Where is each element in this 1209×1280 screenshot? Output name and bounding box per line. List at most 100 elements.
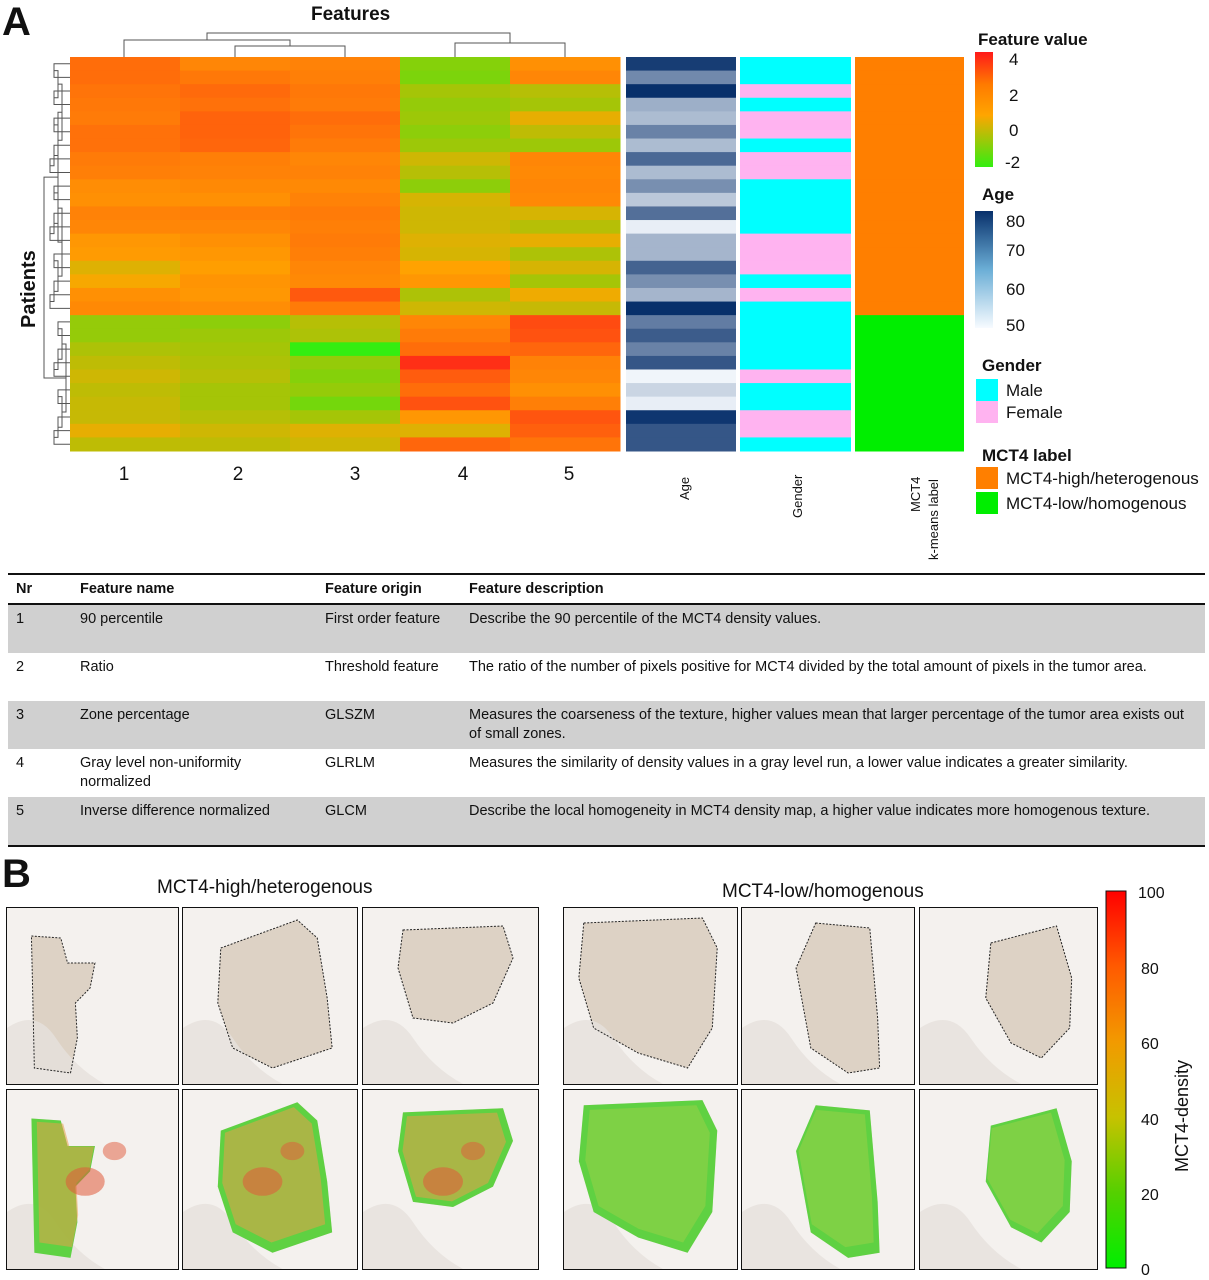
heatmap-cell (510, 84, 621, 99)
heatmap-cell (290, 233, 401, 248)
heatmap-cell (290, 192, 401, 207)
heatmap-cell (290, 97, 401, 112)
gender-legend-title: Gender (982, 356, 1042, 375)
heatmap-cell (510, 355, 621, 370)
heatmap-cell (180, 383, 291, 398)
age-cell (626, 274, 736, 289)
tissue-section-high-3 (362, 907, 539, 1085)
age-annotation-column (626, 57, 736, 452)
heatmap-cell (70, 70, 181, 85)
feature-value-tick: -2 (1005, 153, 1021, 172)
heatmap-cell (510, 70, 621, 85)
row-nr: 4 (16, 755, 25, 771)
gender-cell (740, 396, 851, 411)
heatmap-cell (290, 206, 401, 221)
heatmap-cell (400, 70, 511, 85)
density-map-low-3 (919, 1089, 1098, 1270)
gender-cell (740, 301, 851, 316)
heatmap-cell (290, 287, 401, 303)
table-row: 2 Ratio Threshold feature The ratio of t… (8, 653, 1205, 701)
gender-cell (740, 138, 851, 153)
age-cell (626, 287, 736, 303)
heatmap-cell (70, 233, 181, 248)
heatmap-cell (70, 315, 181, 330)
gender-column-label: Gender (790, 474, 805, 518)
density-map-high-1 (6, 1089, 179, 1270)
heatmap-cell (400, 165, 511, 180)
gender-cell (740, 124, 851, 140)
heatmap-cell (70, 396, 181, 411)
heatmap-cell (510, 437, 621, 452)
heatmap-cell (510, 328, 621, 343)
gender-cell (740, 233, 851, 248)
heatmap-cell (70, 192, 181, 207)
heatmap-cell (290, 84, 401, 99)
heatmap-cell (180, 97, 291, 112)
heatmap-cell (510, 124, 621, 140)
heatmap-cell (70, 152, 181, 167)
heatmap-cell (400, 192, 511, 207)
age-cell (626, 301, 736, 316)
age-cell (626, 220, 736, 235)
heatmap-cell (180, 124, 291, 140)
table-row: 5 Inverse difference normalized GLCM Des… (8, 797, 1205, 847)
density-tick: 80 (1141, 961, 1159, 978)
high-group-title: MCT4-high/heterogenous (157, 877, 373, 898)
mct4-cell (855, 410, 964, 425)
age-cell (626, 396, 736, 411)
gender-cell (740, 437, 851, 452)
mct4-cell (855, 423, 964, 438)
female-swatch (976, 401, 998, 423)
heatmap-cell (290, 220, 401, 235)
age-cell (626, 260, 736, 275)
heatmap-cell (70, 437, 181, 452)
feature-col-label: 3 (349, 464, 361, 485)
heatmap-cell (180, 369, 291, 384)
panel-b-letter: B (2, 852, 31, 896)
gender-cell (740, 328, 851, 343)
age-cell (626, 383, 736, 398)
heatmap-cell (70, 97, 181, 112)
mct4-cell (855, 111, 964, 126)
gender-cell (740, 70, 851, 85)
heatmap-cell (290, 342, 401, 357)
row-feature-origin: GLSZM (317, 701, 461, 749)
gender-cell (740, 192, 851, 207)
mct4-density-colorbar (1105, 890, 1127, 1269)
gender-cell (740, 355, 851, 370)
heatmap-cell (510, 165, 621, 180)
heatmap-cell (400, 138, 511, 153)
heatmap-cell (510, 274, 621, 289)
heatmap-cell (400, 410, 511, 425)
heatmap-cell (180, 220, 291, 235)
mct4-cell (855, 84, 964, 99)
heatmap-cell (290, 437, 401, 452)
row-feature-origin: GLRLM (325, 755, 375, 771)
heatmap-cell (510, 57, 621, 72)
tissue-section-low-2 (741, 907, 915, 1085)
heatmap-cell (510, 423, 621, 438)
heatmap-cell (510, 179, 621, 194)
heatmap-cell (400, 315, 511, 330)
mct4-cell (855, 206, 964, 221)
heatmap-cell (180, 179, 291, 194)
heatmap-cell (510, 206, 621, 221)
mct4-cell (855, 124, 964, 140)
heatmap-cell (510, 383, 621, 398)
heatmap-cell (180, 287, 291, 303)
feature-col-label: 4 (457, 464, 469, 485)
mct4-cell (855, 57, 964, 72)
heatmap-cell (290, 247, 401, 262)
header-feature-description: Feature description (461, 573, 1205, 605)
heatmap-cell (290, 165, 401, 180)
age-tick: 80 (1006, 212, 1025, 231)
row-feature-description: Describe the 90 percentile of the MCT4 d… (461, 604, 1205, 653)
heatmap-cell (400, 220, 511, 235)
heatmap-cell (400, 124, 511, 140)
heatmap-cell (180, 260, 291, 275)
age-cell (626, 70, 736, 85)
mct4-cell (855, 301, 964, 316)
age-column-label: Age (677, 476, 692, 500)
heatmap-cell (70, 206, 181, 221)
heatmap-cell (400, 369, 511, 384)
